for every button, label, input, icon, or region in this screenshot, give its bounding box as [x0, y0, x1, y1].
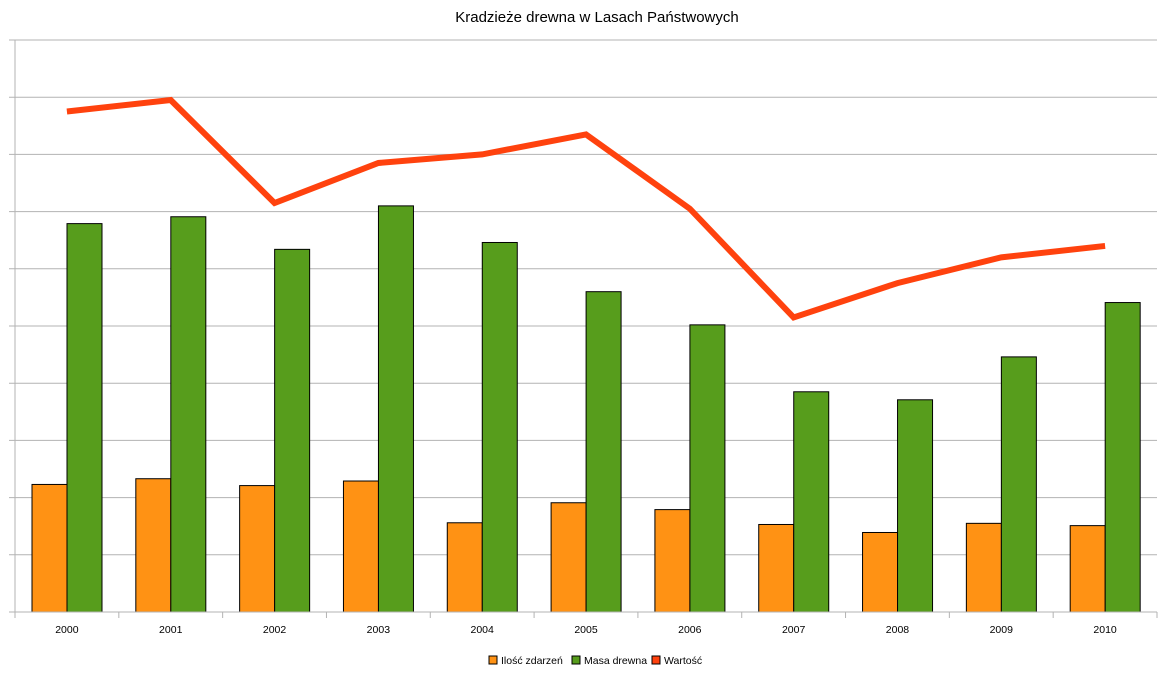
bar-ilosc-zdarzen-2005: [550, 502, 587, 613]
bar-ilosc-zdarzen-2001: [135, 478, 172, 613]
bar-masa-drewna-2007: [793, 391, 830, 613]
bar-ilosc-zdarzen-2002: [239, 485, 276, 613]
bar-ilosc-zdarzen-2007: [758, 523, 795, 613]
legend-wartosc-label: Wartość: [664, 655, 702, 667]
bar-masa-drewna-2002: [274, 248, 311, 613]
legend-ilosc-zdarzen-label: Ilość zdarzeń: [501, 655, 563, 667]
x-tick-label: 2008: [886, 624, 910, 636]
bar-ilosc-zdarzen-2006: [654, 509, 691, 613]
bar-ilosc-zdarzen-2010: [1069, 525, 1106, 613]
bar-masa-drewna-2010: [1104, 302, 1141, 613]
x-tick-label: 2007: [782, 624, 806, 636]
axes: [14, 40, 1158, 618]
legend-wartosc: Wartość: [651, 655, 702, 667]
x-tick-label: 2001: [159, 624, 183, 636]
bar-ilosc-zdarzen-2009: [965, 522, 1002, 613]
line-wartosc: [66, 96, 1106, 321]
bar-masa-drewna-2000: [66, 223, 103, 613]
bar-masa-drewna-2008: [897, 399, 934, 613]
x-tick-label: 2002: [263, 624, 287, 636]
x-tick-label: 2006: [678, 624, 702, 636]
x-tick-label: 2004: [471, 624, 495, 636]
legend-masa-drewna-label: Masa drewna: [584, 655, 647, 667]
bar-ilosc-zdarzen-2003: [342, 480, 379, 613]
bar-ilosc-zdarzen-2004: [446, 522, 483, 613]
bar-ilosc-zdarzen-2008: [862, 531, 899, 613]
legend-ilosc-zdarzen: Ilość zdarzeń: [488, 655, 563, 667]
bars: [31, 205, 1141, 613]
bar-ilosc-zdarzen-2000: [31, 483, 68, 613]
bar-masa-drewna-2005: [585, 291, 622, 613]
bar-masa-drewna-2001: [170, 216, 207, 613]
line-series: [66, 96, 1106, 321]
legend: Ilość zdarzeń Masa drewna Wartość: [488, 655, 702, 667]
bar-masa-drewna-2003: [377, 205, 414, 613]
bar-masa-drewna-2004: [481, 241, 518, 613]
x-tick-label: 2009: [990, 624, 1014, 636]
legend-masa-drewna: Masa drewna: [571, 655, 647, 667]
x-tick-label: 2000: [55, 624, 79, 636]
legend-masa-drewna-swatch: [571, 655, 581, 665]
x-tick-labels: 2000 2001 2002 2003 2004 2005 2006 2007 2008 2009…: [55, 624, 1117, 636]
x-tick-label: 2003: [367, 624, 391, 636]
x-tick-label: 2005: [574, 624, 598, 636]
chart-title: Kradzieże drewna w Lasach Państwowych: [455, 9, 738, 26]
bar-masa-drewna-2006: [689, 324, 726, 613]
bar-masa-drewna-2009: [1000, 356, 1037, 613]
x-tick-label: 2010: [1093, 624, 1117, 636]
legend-wartosc-swatch: [651, 655, 661, 665]
legend-ilosc-zdarzen-swatch: [488, 655, 498, 665]
